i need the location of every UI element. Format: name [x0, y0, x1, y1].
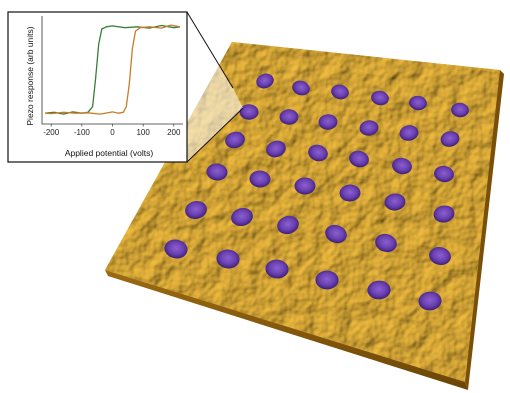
surface-edge [105, 270, 468, 390]
hysteresis-branch-2 [45, 24, 181, 115]
x-axis-label: Applied potential (volts) [65, 148, 154, 158]
domain-dot [279, 109, 299, 125]
domain-dot [375, 233, 397, 253]
domain-dot [384, 193, 406, 211]
x-tick-label: 0 [110, 128, 115, 137]
y-axis-label: Piezo response (arb units) [25, 26, 35, 125]
domain-dot [434, 165, 454, 183]
x-tick-label: -100 [74, 128, 91, 137]
inset-plot-area: -200 -100 0 100 200 [41, 16, 183, 137]
domain-dot [315, 270, 339, 290]
domain-dot [277, 215, 299, 235]
domain-dot [256, 73, 274, 89]
x-tick-label: 200 [167, 128, 181, 137]
domain-dot [392, 157, 412, 175]
domain-dot [409, 95, 427, 111]
domain-dot [367, 280, 391, 300]
domain-dot [418, 291, 442, 311]
inset-frame [7, 11, 188, 163]
domain-dot [249, 170, 271, 188]
domain-dot [292, 80, 310, 96]
domain-dot [339, 184, 361, 202]
domain-dot [216, 249, 240, 269]
domain-dot [429, 246, 451, 266]
domain-dot [308, 144, 328, 162]
domain-dot [371, 90, 389, 106]
domain-dot [265, 259, 289, 279]
surface-side [465, 70, 504, 390]
domain-dot [318, 114, 338, 130]
domain-dot [225, 131, 245, 149]
domain-dot [359, 120, 379, 136]
x-tick-label: 100 [136, 128, 150, 137]
x-tick-label: -200 [43, 128, 60, 137]
domain-dot [325, 224, 347, 244]
domain-dot [231, 207, 253, 227]
domain-dot [349, 150, 369, 168]
domain-dot [331, 84, 349, 100]
inset-axes [41, 16, 183, 125]
domain-dot [294, 177, 316, 195]
domain-dot [164, 239, 188, 259]
zoom-lines [186, 11, 244, 163]
domain-array [164, 73, 469, 311]
inset-plot: -200 -100 0 100 200 Applied potential (volts… [7, 11, 188, 163]
domain-dot [206, 163, 228, 181]
domain-dot [239, 104, 259, 120]
domain-dot [266, 140, 286, 158]
domain-dot [185, 200, 207, 220]
domain-dot [440, 131, 460, 147]
domain-dot [433, 205, 455, 223]
domain-dot [451, 102, 469, 118]
domain-dot [399, 125, 419, 141]
